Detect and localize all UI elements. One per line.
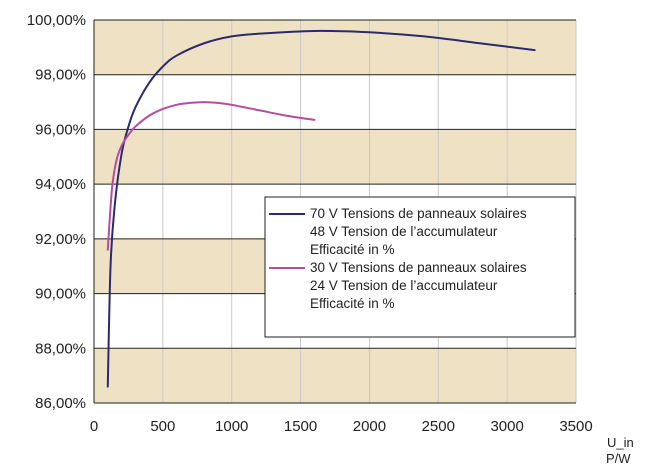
- legend-entry-line: 24 V Tension de l’accumulateur: [310, 278, 498, 293]
- legend-entry-line: 70 V Tensions de panneaux solaires: [310, 206, 527, 221]
- x-tick-label: 1000: [215, 418, 248, 435]
- band-4: [94, 129, 576, 185]
- y-tick-label: 92,00%: [35, 231, 86, 248]
- y-tick-label: 88,00%: [35, 340, 86, 357]
- band-6: [94, 20, 576, 75]
- legend-entry-line: 30 V Tensions de panneaux solaires: [310, 260, 527, 275]
- legend-entry-line: Efficacité in %: [310, 242, 395, 257]
- y-tick-label: 96,00%: [35, 121, 86, 138]
- x-tick-labels: 0 500 1000 1500 2000 2500 3000 3500: [90, 418, 593, 435]
- x-axis-label-line1: U_in: [607, 435, 634, 450]
- y-tick-label: 98,00%: [35, 67, 86, 84]
- legend-box: [264, 196, 576, 338]
- series-line-1: [106, 101, 316, 251]
- x-tick-label: 500: [150, 418, 175, 435]
- y-tick-label: 100,00%: [27, 12, 86, 29]
- series-layer: [106, 29, 536, 388]
- x-tick-label: 2000: [353, 418, 386, 435]
- band-5: [94, 74, 576, 130]
- x-tick-label: 1500: [284, 418, 317, 435]
- y-tick-label: 86,00%: [35, 395, 86, 412]
- x-tick-label: 3500: [559, 418, 592, 435]
- x-tick-label: 0: [90, 418, 98, 435]
- x-axis-label-line2: P/W: [606, 451, 631, 466]
- x-tick-label: 2500: [422, 418, 455, 435]
- band-0: [94, 348, 576, 403]
- y-tick-label: 94,00%: [35, 176, 86, 193]
- y-tick-labels: 86,00% 88,00% 90,00% 92,00% 94,00% 96,00% 98,0…: [27, 12, 86, 412]
- legend: 70 V Tensions de panneaux solaires 48 V T…: [264, 196, 576, 338]
- y-tick-label: 90,00%: [35, 286, 86, 303]
- series-line-0: [106, 29, 536, 388]
- x-tick-label: 3000: [490, 418, 523, 435]
- legend-entry-line: 48 V Tension de l’accumulateur: [310, 224, 498, 239]
- legend-entry-line: Efficacité in %: [310, 296, 395, 311]
